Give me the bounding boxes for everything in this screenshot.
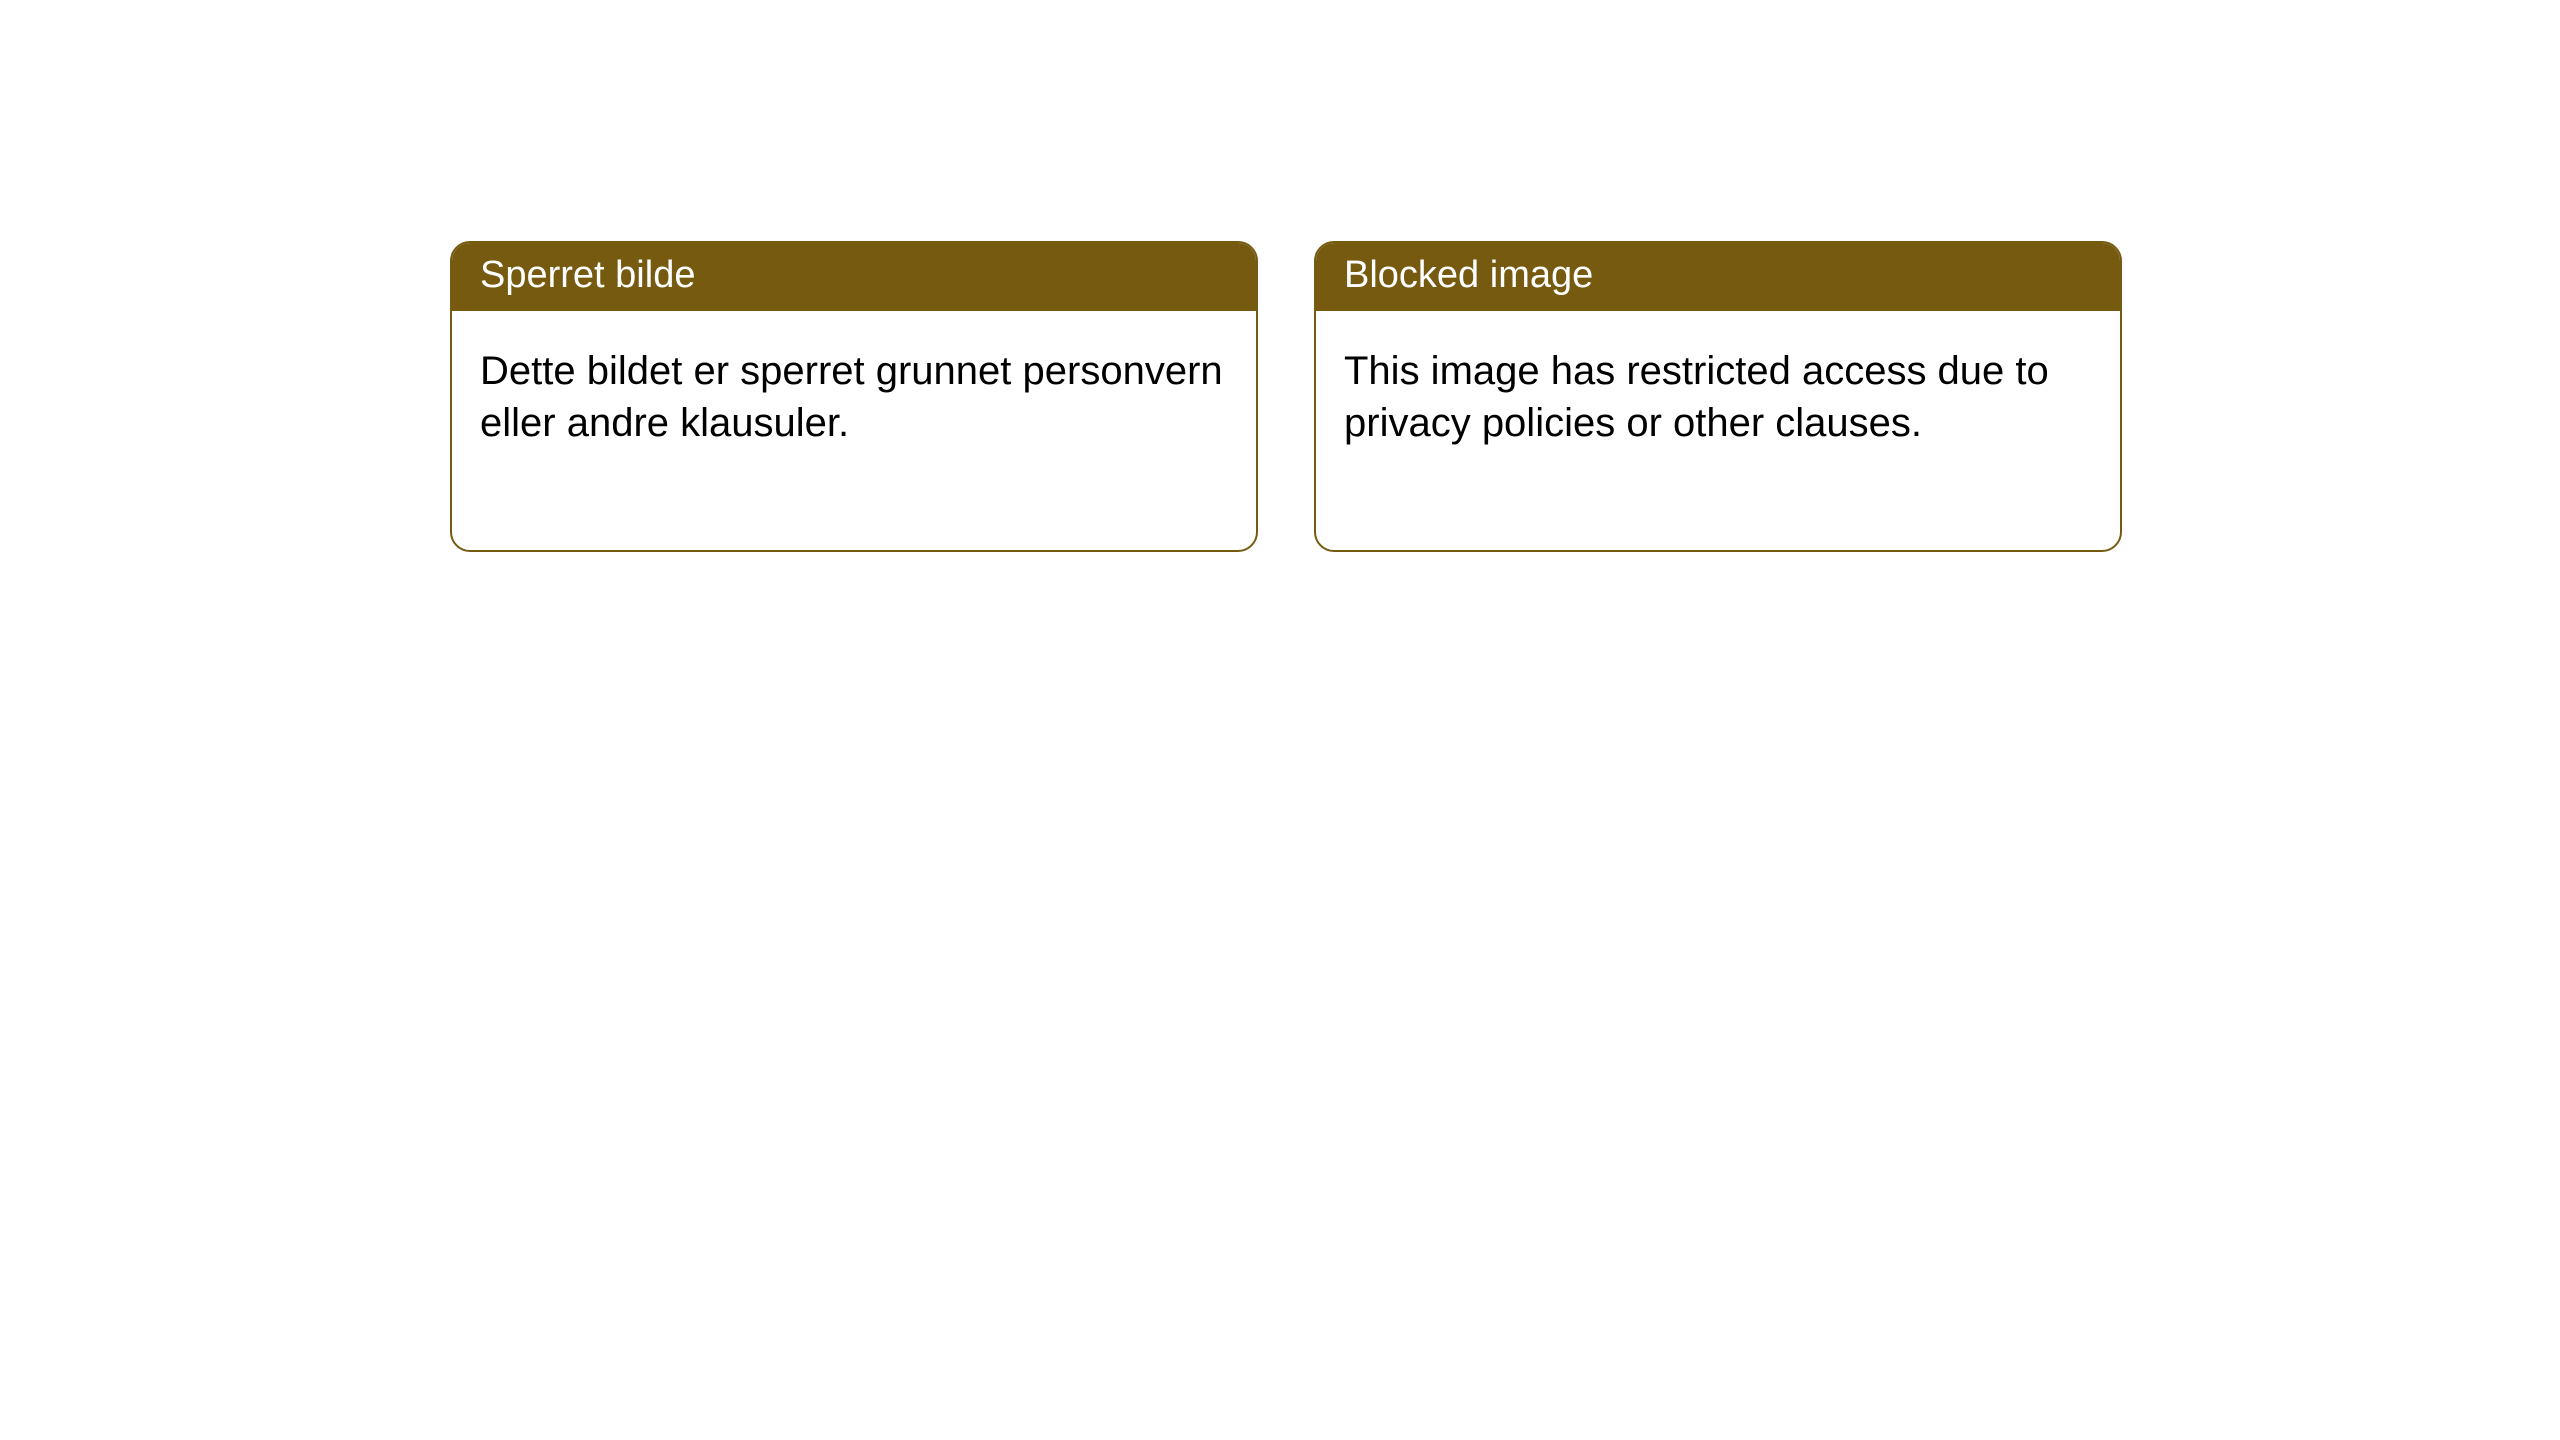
notice-card-body: Dette bildet er sperret grunnet personve… xyxy=(452,311,1256,551)
notice-card-norwegian: Sperret bilde Dette bildet er sperret gr… xyxy=(450,241,1258,552)
notice-card-title: Sperret bilde xyxy=(452,243,1256,311)
notice-card-body: This image has restricted access due to … xyxy=(1316,311,2120,551)
notice-cards-container: Sperret bilde Dette bildet er sperret gr… xyxy=(450,241,2122,552)
notice-card-english: Blocked image This image has restricted … xyxy=(1314,241,2122,552)
notice-card-title: Blocked image xyxy=(1316,243,2120,311)
